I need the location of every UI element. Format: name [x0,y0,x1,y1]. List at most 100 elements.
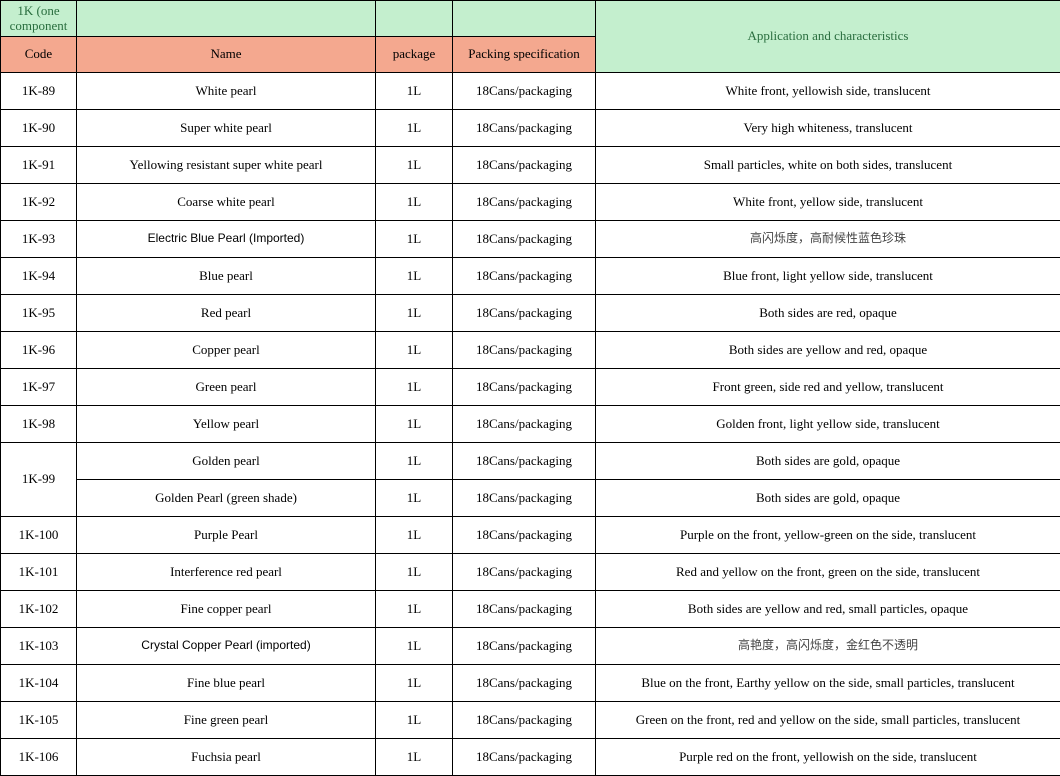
cell-spec: 18Cans/packaging [453,110,596,147]
cell-spec: 18Cans/packaging [453,147,596,184]
cell-spec: 18Cans/packaging [453,517,596,554]
cell-spec: 18Cans/packaging [453,369,596,406]
cell-spec: 18Cans/packaging [453,221,596,258]
cell-package: 1L [376,517,453,554]
cell-name: Green pearl [77,369,376,406]
cell-package: 1L [376,110,453,147]
table-row: 1K-105Fine green pearl1L18Cans/packaging… [1,702,1060,739]
header-code: Code [1,37,77,73]
cell-application: Very high whiteness, translucent [596,110,1060,147]
cell-package: 1L [376,73,453,110]
cell-spec: 18Cans/packaging [453,591,596,628]
table-row: 1K-90Super white pearl1L18Cans/packaging… [1,110,1060,147]
table-row: 1K-102Fine copper pearl1L18Cans/packagin… [1,591,1060,628]
cell-code: 1K-100 [1,517,77,554]
cell-code: 1K-89 [1,73,77,110]
cell-package: 1L [376,295,453,332]
cell-spec: 18Cans/packaging [453,554,596,591]
header-top-left: 1K (one component [1,1,77,37]
table-row: 1K-96Copper pearl1L18Cans/packagingBoth … [1,332,1060,369]
cell-spec: 18Cans/packaging [453,739,596,776]
header-blank-name [77,1,376,37]
table-row: 1K-89White pearl1L18Cans/packagingWhite … [1,73,1060,110]
cell-code: 1K-95 [1,295,77,332]
table-row: 1K-99Golden pearl1L18Cans/packagingBoth … [1,443,1060,480]
cell-code: 1K-97 [1,369,77,406]
cell-spec: 18Cans/packaging [453,443,596,480]
cell-application: Blue on the front, Earthy yellow on the … [596,665,1060,702]
table-row: 1K-94Blue pearl1L18Cans/packagingBlue fr… [1,258,1060,295]
header-application: Application and characteristics [596,1,1060,73]
cell-application: Blue front, light yellow side, transluce… [596,258,1060,295]
cell-application: 高艳度，高闪烁度，金红色不透明 [596,628,1060,665]
header-blank-spec [453,1,596,37]
cell-application: White front, yellowish side, translucent [596,73,1060,110]
cell-name: Golden pearl [77,443,376,480]
table-body: 1K-89White pearl1L18Cans/packagingWhite … [1,73,1060,776]
table-row: 1K-92Coarse white pearl1L18Cans/packagin… [1,184,1060,221]
cell-package: 1L [376,406,453,443]
cell-spec: 18Cans/packaging [453,628,596,665]
cell-name: White pearl [77,73,376,110]
cell-code: 1K-99 [1,443,77,517]
cell-package: 1L [376,554,453,591]
cell-name: Fuchsia pearl [77,739,376,776]
cell-name: Yellowing resistant super white pearl [77,147,376,184]
cell-name: Fine green pearl [77,702,376,739]
cell-name: Fine copper pearl [77,591,376,628]
cell-name: Super white pearl [77,110,376,147]
cell-name: Crystal Copper Pearl (imported) [77,628,376,665]
cell-application: Purple red on the front, yellowish on th… [596,739,1060,776]
header-package: package [376,37,453,73]
cell-package: 1L [376,332,453,369]
cell-application: Red and yellow on the front, green on th… [596,554,1060,591]
cell-package: 1L [376,702,453,739]
table-row: 1K-100Purple Pearl1L18Cans/packagingPurp… [1,517,1060,554]
cell-spec: 18Cans/packaging [453,73,596,110]
cell-application: Both sides are yellow and red, small par… [596,591,1060,628]
cell-spec: 18Cans/packaging [453,332,596,369]
cell-code: 1K-98 [1,406,77,443]
cell-package: 1L [376,184,453,221]
cell-name: Coarse white pearl [77,184,376,221]
cell-application: Both sides are yellow and red, opaque [596,332,1060,369]
table-row: 1K-104Fine blue pearl1L18Cans/packagingB… [1,665,1060,702]
cell-code: 1K-91 [1,147,77,184]
cell-code: 1K-90 [1,110,77,147]
cell-name: Blue pearl [77,258,376,295]
table-row: 1K-98Yellow pearl1L18Cans/packagingGolde… [1,406,1060,443]
cell-spec: 18Cans/packaging [453,295,596,332]
cell-package: 1L [376,480,453,517]
table-row: 1K-95Red pearl1L18Cans/packagingBoth sid… [1,295,1060,332]
cell-application: Both sides are gold, opaque [596,443,1060,480]
cell-name: Electric Blue Pearl (Imported) [77,221,376,258]
header-spec: Packing specification [453,37,596,73]
table-row: 1K-93Electric Blue Pearl (Imported)1L18C… [1,221,1060,258]
cell-code: 1K-104 [1,665,77,702]
cell-code: 1K-102 [1,591,77,628]
cell-application: 高闪烁度，高耐候性蓝色珍珠 [596,221,1060,258]
cell-package: 1L [376,221,453,258]
table-row: 1K-97Green pearl1L18Cans/packagingFront … [1,369,1060,406]
cell-application: Golden front, light yellow side, translu… [596,406,1060,443]
cell-application: White front, yellow side, translucent [596,184,1060,221]
cell-application: Green on the front, red and yellow on th… [596,702,1060,739]
cell-name: Copper pearl [77,332,376,369]
cell-name: Yellow pearl [77,406,376,443]
cell-spec: 18Cans/packaging [453,184,596,221]
table-row: 1K-103Crystal Copper Pearl (imported)1L1… [1,628,1060,665]
cell-code: 1K-103 [1,628,77,665]
cell-code: 1K-96 [1,332,77,369]
cell-name: Interference red pearl [77,554,376,591]
table-row: 1K-91Yellowing resistant super white pea… [1,147,1060,184]
cell-application: Both sides are gold, opaque [596,480,1060,517]
table-row: 1K-101Interference red pearl1L18Cans/pac… [1,554,1060,591]
header-blank-pkg [376,1,453,37]
cell-package: 1L [376,369,453,406]
cell-code: 1K-105 [1,702,77,739]
table-row: Golden Pearl (green shade)1L18Cans/packa… [1,480,1060,517]
cell-name: Purple Pearl [77,517,376,554]
header-name: Name [77,37,376,73]
cell-spec: 18Cans/packaging [453,406,596,443]
cell-package: 1L [376,665,453,702]
